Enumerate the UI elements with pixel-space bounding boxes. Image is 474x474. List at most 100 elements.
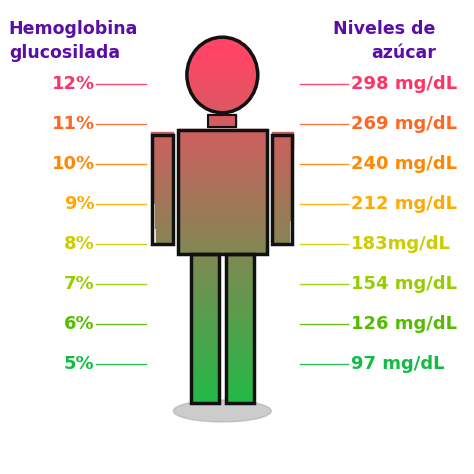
Bar [193, 95, 252, 96]
Bar [200, 102, 245, 104]
Text: 5%: 5% [64, 355, 95, 373]
Bar [191, 400, 219, 403]
Bar [191, 91, 254, 92]
Bar [191, 367, 219, 370]
Bar [153, 173, 173, 176]
Bar [272, 143, 292, 146]
Bar [208, 121, 236, 123]
Bar [272, 203, 290, 206]
Bar [205, 106, 240, 108]
Bar [188, 83, 256, 85]
Bar [208, 124, 236, 126]
Bar [156, 236, 173, 239]
Bar [178, 164, 267, 168]
Bar [272, 209, 290, 212]
Bar [191, 55, 254, 57]
Bar [193, 52, 252, 54]
Bar [154, 192, 173, 195]
Bar [272, 184, 291, 187]
Bar [191, 364, 219, 367]
Bar [178, 181, 267, 184]
Bar [187, 71, 258, 73]
Bar [272, 225, 289, 228]
Bar [178, 228, 267, 231]
Bar [191, 381, 219, 384]
Bar [191, 318, 219, 321]
Bar [154, 181, 173, 184]
Bar [190, 58, 255, 60]
Bar [153, 154, 173, 157]
Bar [155, 228, 173, 231]
Bar [226, 315, 254, 318]
Bar [194, 51, 251, 52]
Bar [272, 217, 290, 220]
Bar [152, 143, 173, 146]
Bar [226, 394, 254, 398]
Bar [226, 320, 254, 324]
Bar [208, 115, 236, 127]
Bar [191, 328, 219, 332]
Bar [154, 184, 173, 187]
Bar [272, 173, 292, 176]
Bar [191, 334, 219, 337]
Text: 10%: 10% [52, 155, 95, 173]
Text: 298 mg/dL: 298 mg/dL [351, 75, 457, 93]
Bar [178, 159, 267, 163]
Bar [155, 209, 173, 212]
Bar [272, 214, 290, 217]
Bar [178, 132, 267, 135]
Ellipse shape [173, 400, 271, 422]
Bar [187, 68, 257, 70]
Bar [226, 337, 254, 340]
Bar [198, 101, 246, 103]
Bar [191, 326, 219, 329]
Bar [195, 97, 250, 99]
Bar [213, 109, 231, 111]
Bar [188, 81, 257, 82]
Bar [226, 353, 254, 356]
Bar [226, 378, 254, 381]
Bar [155, 211, 173, 214]
Bar [272, 137, 293, 141]
Bar [155, 217, 173, 220]
Bar [188, 63, 256, 65]
Bar [189, 86, 255, 88]
Bar [189, 59, 255, 61]
Bar [187, 69, 257, 71]
Bar [155, 214, 173, 217]
Bar [226, 386, 254, 389]
Bar [178, 178, 267, 182]
Bar [191, 383, 219, 387]
Bar [226, 323, 254, 327]
Bar [191, 394, 219, 398]
Bar [191, 274, 219, 277]
Bar [272, 135, 293, 138]
Bar [191, 342, 219, 346]
Bar [191, 285, 219, 288]
Bar [192, 93, 252, 95]
Bar [208, 119, 236, 121]
Bar [226, 260, 254, 264]
Bar [155, 206, 173, 209]
Bar [226, 328, 254, 332]
Bar [191, 293, 219, 296]
Bar [191, 397, 219, 400]
Bar [272, 164, 292, 168]
Bar [191, 370, 219, 373]
Bar [189, 87, 255, 89]
Bar [190, 88, 255, 90]
Bar [178, 195, 267, 198]
Bar [191, 57, 254, 59]
Bar [272, 228, 289, 231]
Bar [208, 125, 236, 127]
Text: 8%: 8% [64, 235, 95, 253]
Bar [226, 312, 254, 316]
Bar [226, 274, 254, 277]
Text: 9%: 9% [64, 195, 95, 213]
Bar [191, 359, 219, 362]
Bar [178, 137, 267, 141]
Text: 183mg/dL: 183mg/dL [351, 235, 451, 253]
Bar [191, 353, 219, 356]
Bar [191, 301, 219, 305]
Bar [203, 105, 242, 107]
